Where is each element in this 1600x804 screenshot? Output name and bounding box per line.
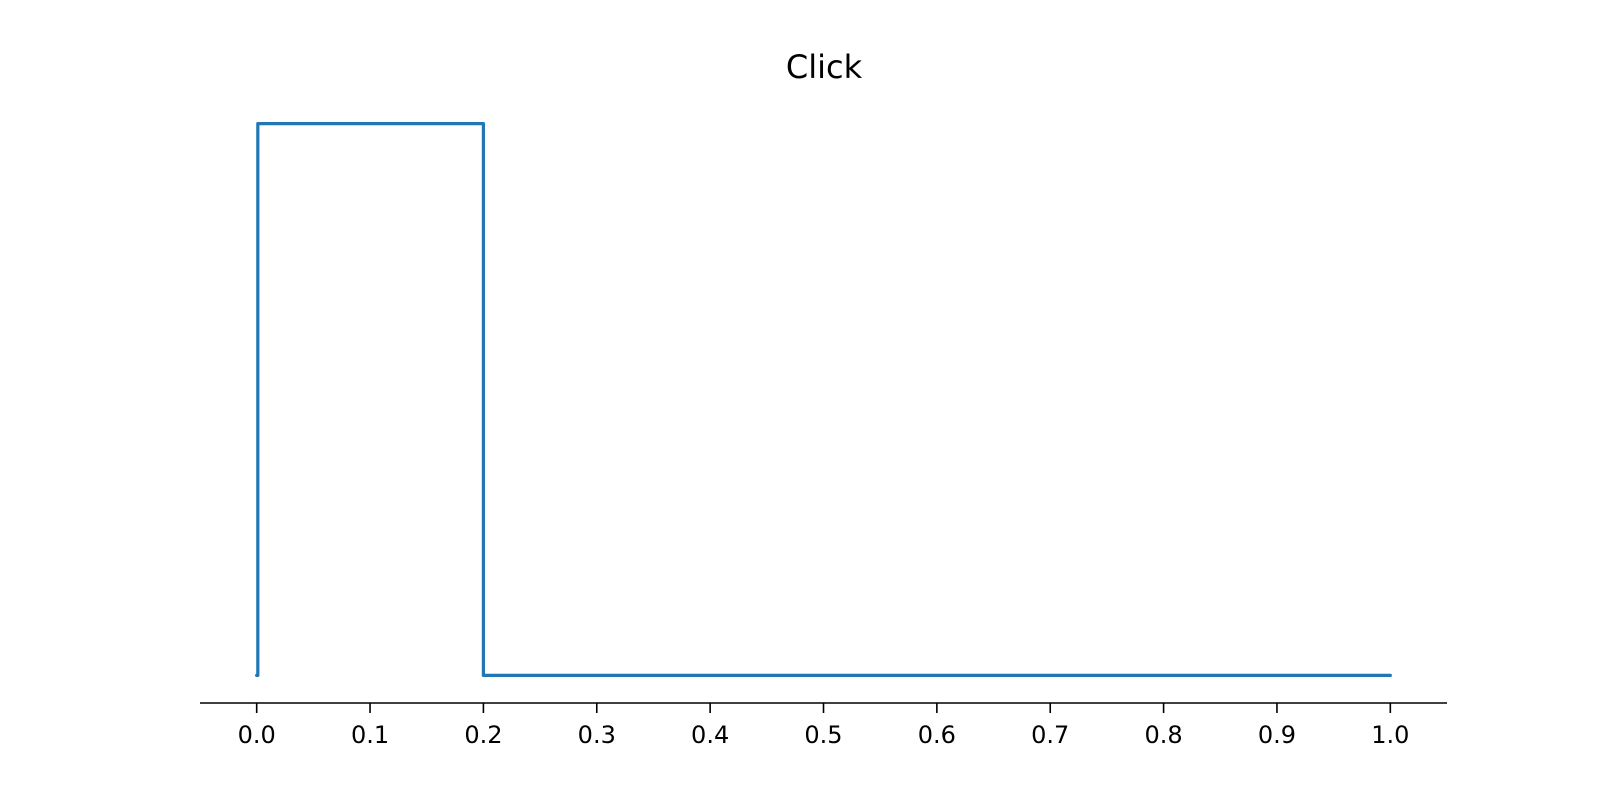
chart-title: Click [786, 48, 863, 86]
x-tick-label: 0.8 [1145, 721, 1183, 749]
x-tick-label: 0.1 [351, 721, 389, 749]
x-tick-label: 0.6 [918, 721, 956, 749]
x-tick-label: 0.3 [578, 721, 616, 749]
x-tick-label: 0.7 [1031, 721, 1069, 749]
x-tick-label: 0.5 [804, 721, 842, 749]
series-line [255, 121, 1392, 678]
x-tick-label: 0.2 [464, 721, 502, 749]
x-tick-label: 0.0 [238, 721, 276, 749]
x-tick-label: 1.0 [1371, 721, 1409, 749]
x-tick-label: 0.4 [691, 721, 729, 749]
x-axis-ticks: 0.0 0.1 0.2 0.3 0.4 0.5 0.6 0.7 0.8 0.9 1.0 [238, 703, 1409, 749]
series-group [255, 121, 1392, 678]
x-tick-label: 0.9 [1258, 721, 1296, 749]
